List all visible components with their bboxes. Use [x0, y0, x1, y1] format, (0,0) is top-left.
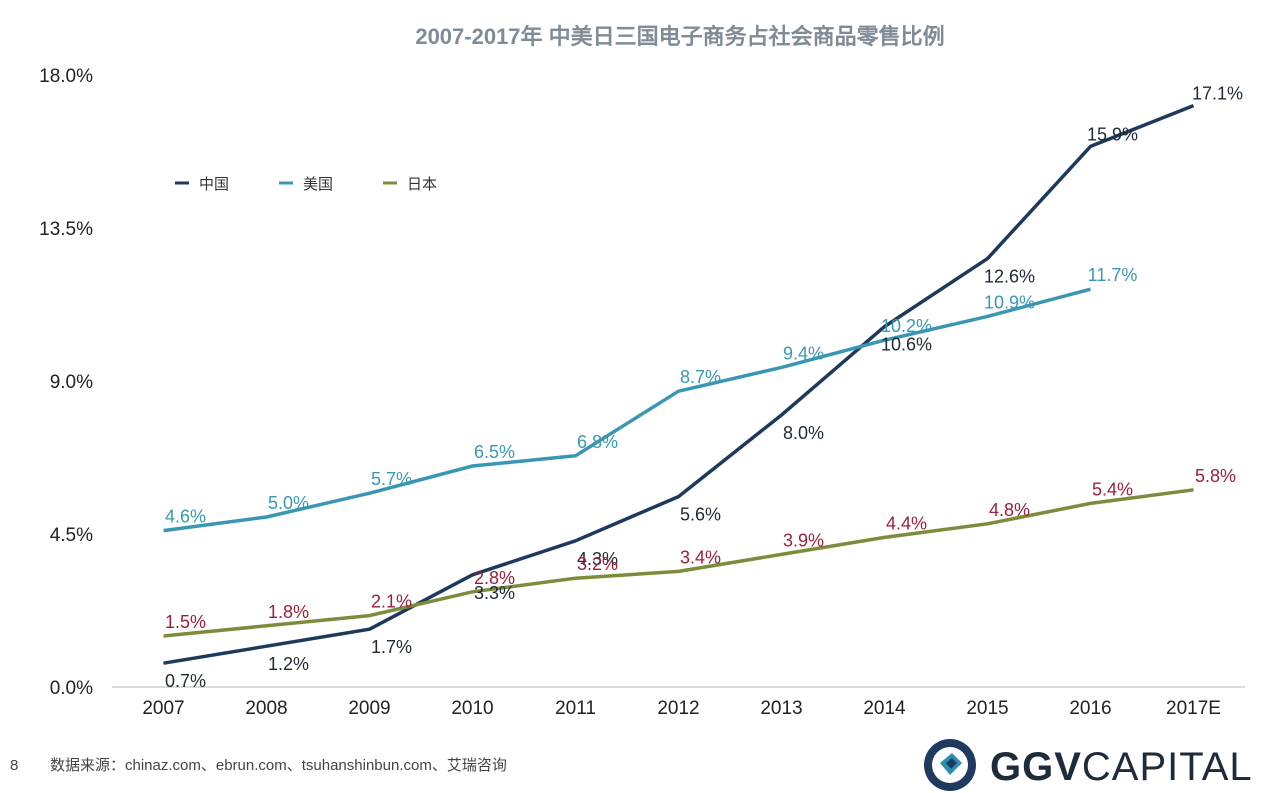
y-tick-label: 13.5%	[39, 219, 93, 240]
y-tick-label: 18.0%	[39, 66, 93, 87]
data-label: 2.1%	[371, 592, 412, 612]
data-label: 3.2%	[577, 554, 618, 574]
x-tick-label: 2007	[142, 698, 184, 719]
series-lines	[163, 103, 1195, 665]
data-label: 5.8%	[1195, 466, 1236, 486]
data-label: 3.9%	[783, 530, 824, 550]
x-tick-label: 2015	[966, 698, 1008, 719]
data-label: 12.6%	[984, 267, 1035, 287]
data-label: 1.2%	[268, 654, 309, 674]
source-note: 数据来源：chinaz.com、ebrun.com、tsuhanshinbun.…	[50, 757, 507, 774]
brand-bold: GGV	[990, 745, 1082, 789]
series-line-2	[163, 287, 1091, 533]
ggv-logo-icon	[924, 739, 976, 791]
x-tick-label: 2008	[245, 698, 287, 719]
series-line-1	[163, 103, 1195, 665]
data-label: 6.5%	[474, 442, 515, 462]
data-label: 17.1%	[1192, 84, 1243, 104]
x-tick-label: 2011	[555, 698, 596, 719]
y-tick-label: 4.5%	[50, 525, 93, 546]
data-label: 5.4%	[1092, 479, 1133, 499]
data-label: 8.7%	[680, 367, 721, 387]
x-tick-label: 2010	[451, 698, 493, 719]
legend-label: 日本	[407, 176, 437, 193]
data-label: 6.8%	[577, 432, 618, 452]
data-label: 4.4%	[886, 513, 927, 533]
chart-title: 2007-2017年 中美日三国电子商务占社会商品零售比例	[415, 24, 944, 49]
x-tick-label: 2016	[1069, 698, 1111, 719]
brand-wordmark: GGVCAPITAL	[990, 745, 1253, 789]
data-label: 8.0%	[783, 423, 824, 443]
legend-label: 中国	[199, 176, 229, 193]
series-line-3	[163, 488, 1194, 638]
data-label: 5.7%	[371, 469, 412, 489]
legend-label: 美国	[303, 176, 333, 193]
data-label: 9.4%	[783, 343, 824, 363]
data-label: 3.3%	[474, 583, 515, 603]
data-label: 5.6%	[680, 505, 721, 525]
x-tick-label: 2009	[348, 698, 390, 719]
data-label: 1.7%	[371, 637, 412, 657]
data-label: 1.8%	[268, 602, 309, 622]
chart-axes: 0.0% 4.5% 9.0% 13.5% 18.0% 2007 2008 2009 2010 20…	[39, 66, 1245, 719]
data-label: 10.9%	[984, 292, 1035, 312]
x-tick-label: 2017E	[1166, 698, 1221, 719]
data-label: 5.0%	[268, 493, 309, 513]
x-tick-label: 2013	[760, 698, 802, 719]
data-label: 10.6%	[881, 335, 932, 355]
data-label: 3.4%	[680, 547, 721, 567]
data-label: 10.2%	[881, 316, 932, 336]
x-tick-label: 2014	[863, 698, 906, 719]
data-label: 2.8%	[474, 568, 515, 588]
y-tick-label: 0.0%	[50, 678, 93, 699]
data-label: 11.7%	[1088, 265, 1138, 285]
data-label: 1.5%	[165, 612, 206, 632]
y-tick-label: 9.0%	[50, 372, 93, 393]
data-label: 4.8%	[989, 500, 1030, 520]
data-label: 15.9%	[1087, 124, 1138, 144]
brand-light: CAPITAL	[1082, 745, 1253, 789]
data-label: 4.6%	[165, 507, 206, 527]
legend: 中国 美国 日本	[175, 176, 437, 193]
data-labels: 0.7% 1.2% 1.7% 3.3% 4.3% 5.6% 8.0% 10.6% 12.6% 15…	[165, 84, 1243, 692]
page-number: 8	[10, 757, 18, 774]
data-label: 4.3%	[577, 549, 618, 569]
data-label: 0.7%	[165, 671, 206, 691]
x-tick-label: 2012	[657, 698, 699, 719]
